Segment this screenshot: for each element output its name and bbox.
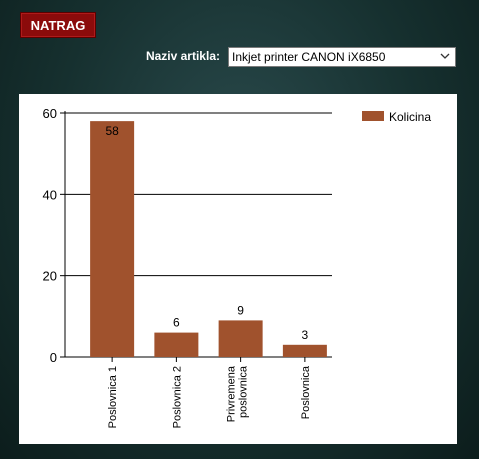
legend-swatch [362, 111, 384, 121]
bar [219, 320, 263, 357]
y-tick-label: 40 [43, 187, 57, 202]
data-label: 9 [237, 303, 244, 317]
x-tick-label: Poslovnica [300, 365, 312, 419]
bar-chart: 0 20 40 60 58 Poslovnica 1 6 Poslovnica 2 9 Privr… [19, 94, 457, 444]
y-tick-label: 0 [50, 350, 57, 365]
back-button[interactable]: NATRAG [20, 12, 96, 38]
chevron-down-icon [440, 51, 450, 61]
x-tick-label: Privremenaposlovnica [226, 365, 250, 422]
bar [283, 345, 327, 357]
x-tick-label: Poslovnica 1 [107, 366, 119, 428]
x-tick-label: Poslovnica 2 [171, 366, 183, 428]
article-select-value: Inkjet printer CANON iX6850 [232, 50, 385, 64]
chart-panel: 0 20 40 60 58 Poslovnica 1 6 Poslovnica 2 9 Privr… [19, 94, 457, 444]
data-label: 3 [302, 328, 309, 342]
article-select[interactable]: Inkjet printer CANON iX6850 [228, 47, 456, 67]
y-tick-label: 60 [43, 106, 57, 121]
y-tick-label: 20 [43, 269, 57, 284]
article-name-label: Naziv artikla: [136, 49, 220, 63]
bar [154, 333, 198, 357]
bar [90, 121, 134, 357]
data-label: 58 [105, 124, 119, 138]
data-label: 6 [173, 316, 180, 330]
legend-label: Kolicina [389, 110, 431, 124]
